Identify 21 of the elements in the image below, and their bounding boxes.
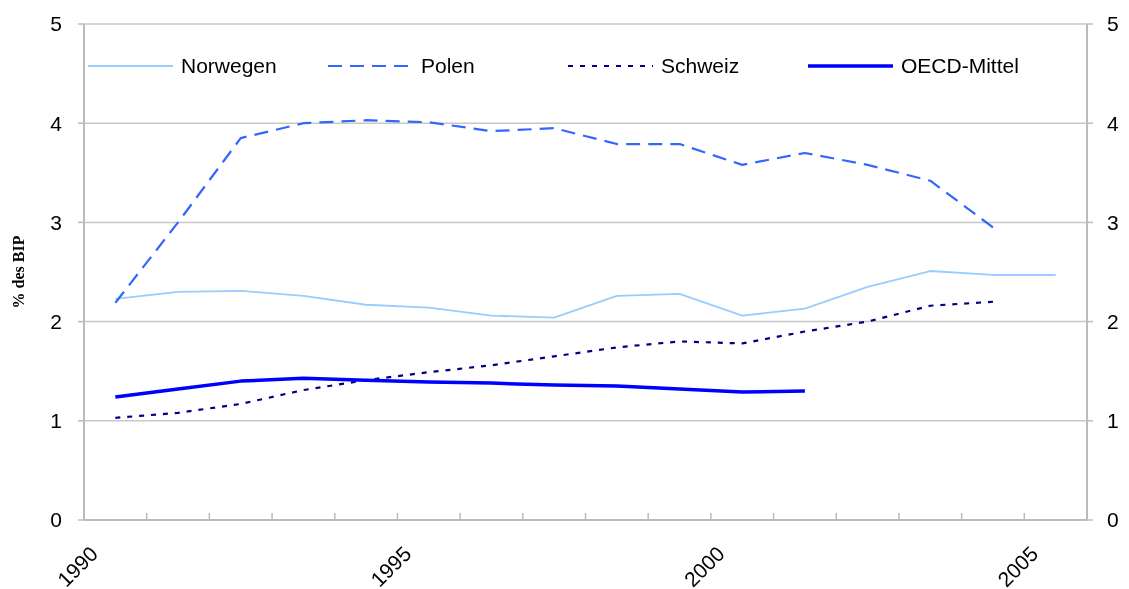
y-tick-label: 1 <box>50 409 62 433</box>
y2-tick-label: 2 <box>1107 309 1119 333</box>
y-axis-title: % des BIP <box>10 235 27 309</box>
y2-tick-label: 5 <box>1107 12 1119 36</box>
y-tick-label: 4 <box>50 111 63 135</box>
y-tick-label: 5 <box>50 12 62 36</box>
y-tick-label: 0 <box>50 508 62 532</box>
y-tick-label: 2 <box>50 309 62 333</box>
y2-tick-label: 3 <box>1107 210 1119 234</box>
y-tick-label: 3 <box>50 210 62 234</box>
line-series <box>114 270 1057 319</box>
legend-label: Polen <box>421 54 475 78</box>
legend-label: OECD-Mittel <box>901 54 1019 78</box>
y2-tick-label: 1 <box>1107 409 1119 433</box>
line-series <box>113 376 807 399</box>
legend-label: Schweiz <box>661 54 740 78</box>
line-series <box>114 119 995 304</box>
line-series <box>114 300 995 419</box>
y2-tick-label: 0 <box>1107 508 1119 532</box>
legend-label: Norwegen <box>181 54 277 78</box>
y2-tick-label: 4 <box>1107 111 1119 135</box>
